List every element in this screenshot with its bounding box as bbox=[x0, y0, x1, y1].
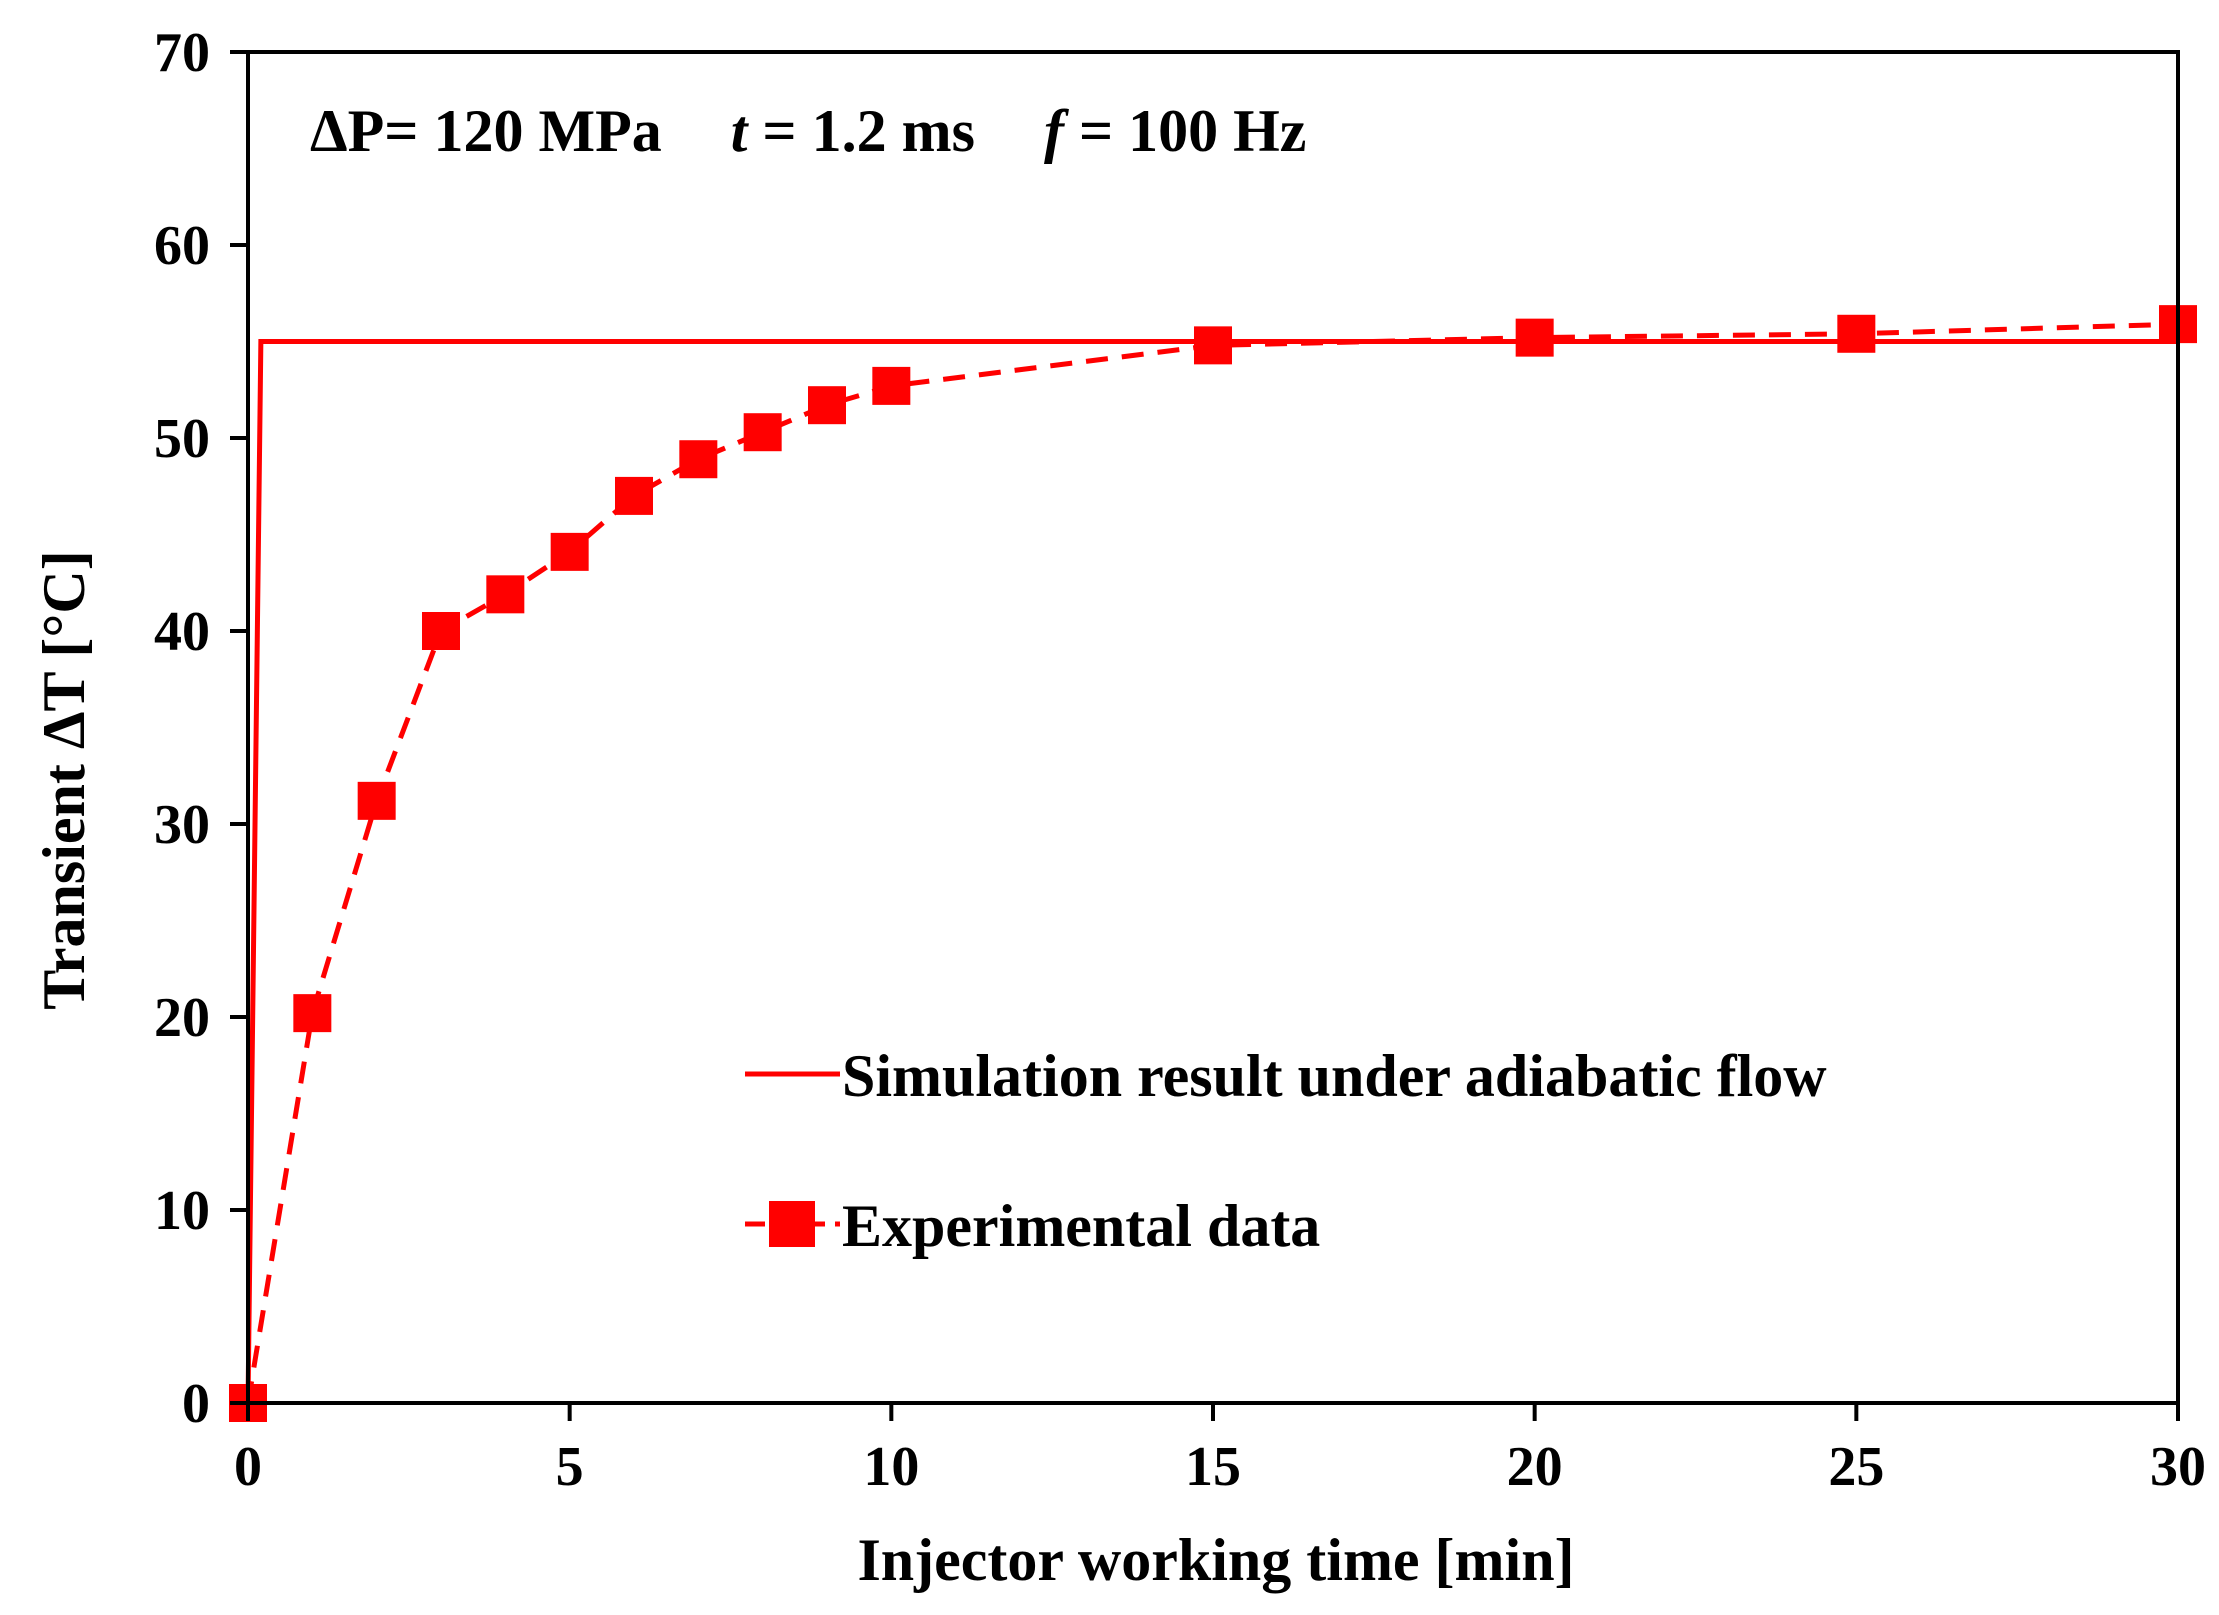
frequency-value: = 100 Hz bbox=[1079, 98, 1307, 164]
x-tick-label: 20 bbox=[1507, 1436, 1563, 1498]
x-tick-label: 0 bbox=[234, 1436, 262, 1498]
x-tick-label: 30 bbox=[2150, 1436, 2206, 1498]
data-point-marker bbox=[808, 386, 846, 425]
legend-label-experimental: Experimental data bbox=[842, 1193, 1320, 1259]
y-axis-title: Transient ΔT [°C] bbox=[31, 550, 97, 1009]
data-point-marker bbox=[293, 994, 332, 1033]
data-point-marker bbox=[1194, 326, 1232, 365]
data-point-marker bbox=[550, 532, 589, 571]
x-axis-title: Injector working time [min] bbox=[857, 1527, 1574, 1593]
time-value: = 1.2 ms bbox=[762, 98, 975, 164]
legend-marker-experimental bbox=[769, 1201, 815, 1247]
series-line-experimental bbox=[245, 321, 2179, 1404]
y-tick-label: 30 bbox=[154, 794, 210, 856]
data-point-marker bbox=[872, 366, 911, 405]
x-tick-label: 5 bbox=[556, 1436, 584, 1498]
y-tick-label: 60 bbox=[154, 215, 210, 277]
data-point-marker bbox=[679, 440, 718, 479]
data-point-marker bbox=[1515, 318, 1554, 357]
x-tick-label: 15 bbox=[1185, 1436, 1241, 1498]
data-point-marker bbox=[615, 476, 653, 515]
series-layer bbox=[229, 305, 2197, 1422]
y-tick-label: 10 bbox=[154, 1180, 210, 1242]
data-point-marker bbox=[1837, 314, 1876, 353]
data-point-marker bbox=[422, 612, 460, 650]
data-point-marker bbox=[743, 413, 782, 452]
y-tick-label: 20 bbox=[154, 987, 210, 1049]
legend-label-simulation: Simulation result under adiabatic flow bbox=[842, 1043, 1827, 1109]
data-point-marker bbox=[357, 781, 396, 820]
x-tick-labels: 0 5 10 15 20 25 30 bbox=[234, 1436, 2206, 1498]
y-tick-label: 40 bbox=[154, 601, 210, 663]
y-tick-label: 50 bbox=[154, 408, 210, 470]
ticks-layer bbox=[230, 50, 2180, 1421]
frequency-symbol: f bbox=[1044, 98, 1069, 164]
conditions-annotation: ΔP= 120 MPa t = 1.2 ms f = 100 Hz bbox=[310, 98, 1306, 164]
y-tick-labels: 0 10 20 30 40 50 60 70 bbox=[154, 22, 210, 1435]
x-tick-label: 25 bbox=[1828, 1436, 1884, 1498]
y-tick-label: 70 bbox=[154, 22, 210, 84]
legend: Simulation result under adiabatic flow E… bbox=[745, 1043, 1827, 1259]
y-tick-label: 0 bbox=[182, 1373, 210, 1435]
pressure-label: ΔP= 120 MPa bbox=[310, 98, 662, 164]
time-symbol: t bbox=[731, 98, 750, 164]
data-point-marker bbox=[486, 575, 525, 614]
x-tick-label: 10 bbox=[863, 1436, 919, 1498]
